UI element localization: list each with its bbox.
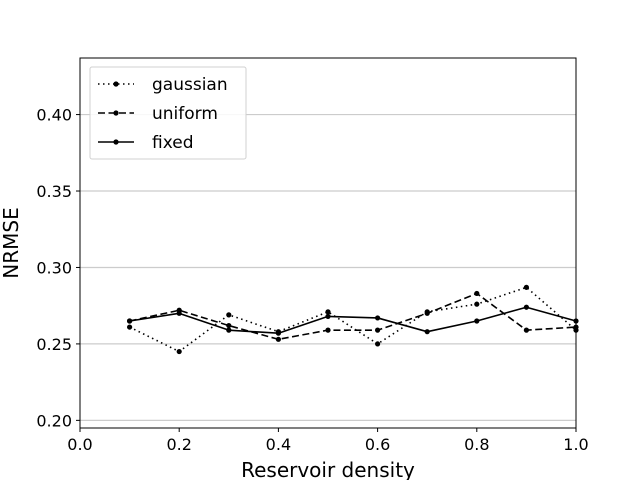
x-tick-label: 0.2 bbox=[166, 435, 191, 454]
data-point-gaussian bbox=[523, 284, 530, 290]
y-axis-label: NRMSE bbox=[0, 207, 23, 278]
data-point-fixed bbox=[474, 318, 480, 324]
legend-label-fixed: fixed bbox=[152, 133, 194, 153]
legend-marker-uniform bbox=[113, 110, 119, 116]
legend: gaussian uniform fixed bbox=[89, 66, 247, 160]
x-tick-label: 0.4 bbox=[266, 435, 291, 454]
legend-box bbox=[89, 66, 247, 160]
data-point-gaussian bbox=[127, 324, 133, 330]
x-axis-label: Reservoir density bbox=[241, 458, 415, 480]
series-line-uniform bbox=[129, 292, 577, 341]
data-point-gaussian bbox=[325, 309, 331, 315]
series-line-fixed bbox=[129, 306, 577, 335]
data-point-fixed bbox=[127, 318, 133, 324]
legend-marker-fixed bbox=[113, 139, 119, 145]
x-tick-label: 0.6 bbox=[365, 435, 390, 454]
x-tick-label: 1.0 bbox=[563, 435, 588, 454]
data-point-fixed bbox=[375, 315, 381, 321]
data-point-fixed bbox=[424, 329, 430, 335]
y-tick-label: 0.30 bbox=[36, 258, 72, 277]
grid bbox=[80, 113, 576, 421]
data-point-fixed bbox=[176, 310, 182, 316]
legend-label-uniform: uniform bbox=[152, 104, 218, 124]
y-tick-label: 0.40 bbox=[36, 106, 72, 125]
data-point-uniform bbox=[523, 327, 530, 333]
data-point-gaussian bbox=[375, 341, 381, 347]
axes: 0.20 0.25 0.30 0.35 0.40 0.0 0.2 0.4 0.6 0.8 1.0 bbox=[36, 106, 588, 454]
plot-frame bbox=[79, 57, 577, 429]
x-tick-label: 0.0 bbox=[67, 435, 92, 454]
y-tick-label: 0.25 bbox=[36, 335, 72, 354]
data-point-uniform bbox=[424, 310, 430, 316]
data-point-uniform bbox=[325, 327, 331, 333]
data-point-uniform bbox=[375, 327, 381, 333]
data-point-uniform bbox=[275, 336, 281, 342]
legend-marker-gaussian bbox=[113, 81, 119, 87]
data-point-fixed bbox=[325, 313, 331, 319]
x-tick-label: 0.8 bbox=[464, 435, 489, 454]
y-tick-label: 0.35 bbox=[36, 182, 72, 201]
data-point-fixed bbox=[226, 327, 232, 333]
y-tick-label: 0.20 bbox=[36, 411, 72, 430]
data-point-uniform bbox=[474, 290, 480, 297]
data-point-fixed bbox=[275, 330, 281, 336]
data-point-gaussian bbox=[226, 312, 232, 318]
legend-label-gaussian: gaussian bbox=[152, 75, 228, 95]
data-point-uniform bbox=[226, 322, 232, 329]
data-point-fixed bbox=[523, 304, 530, 310]
series-line-gaussian bbox=[129, 286, 577, 353]
data-point-gaussian bbox=[176, 348, 182, 355]
data-point-gaussian bbox=[474, 301, 480, 307]
